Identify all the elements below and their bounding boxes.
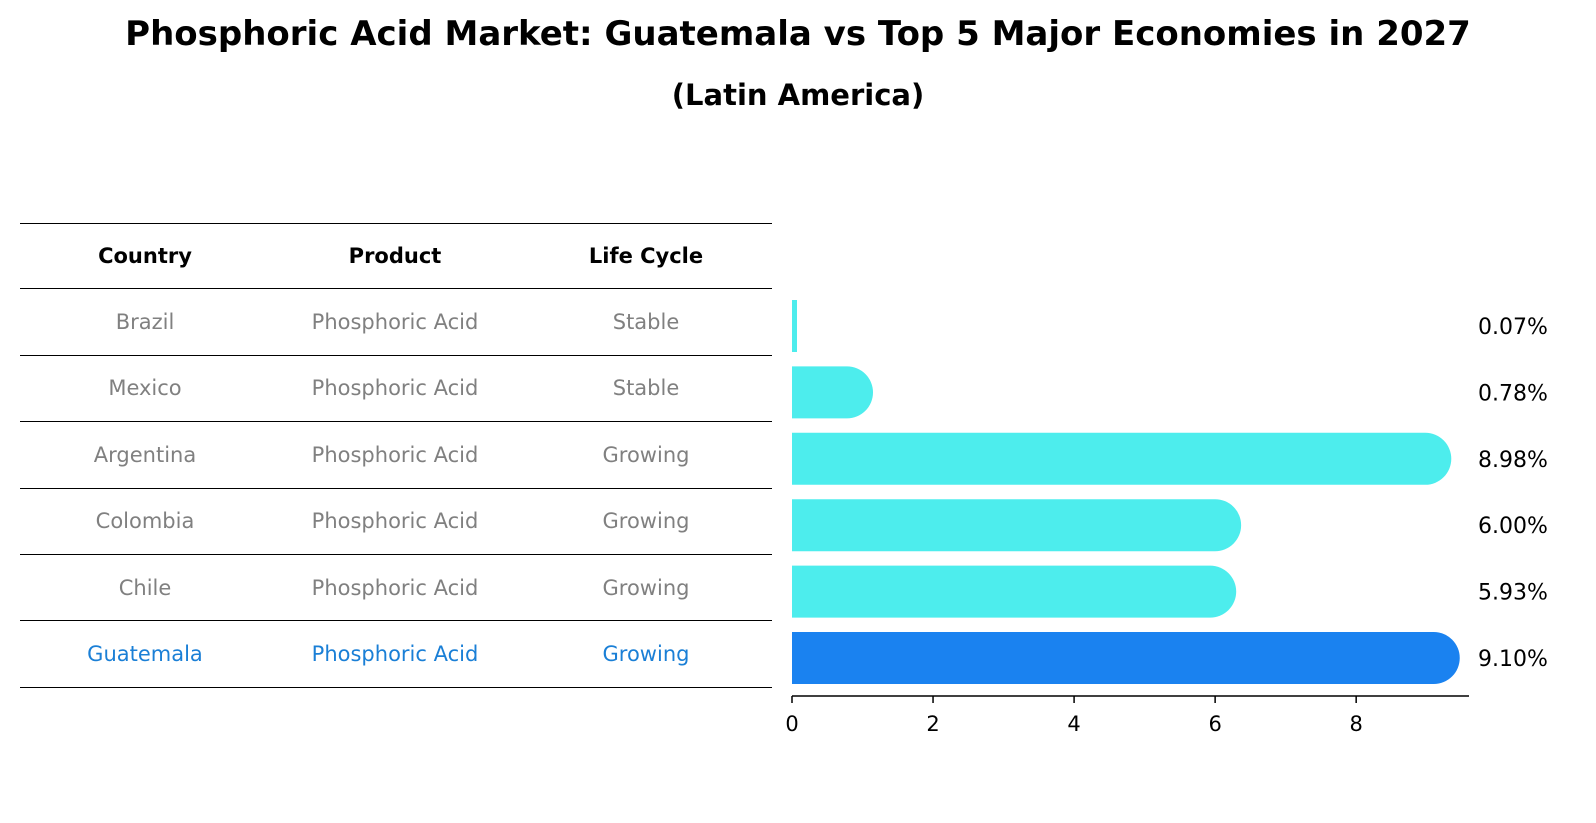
country-cell: Colombia	[95, 509, 195, 534]
x-tick-label: 8	[1349, 712, 1362, 736]
product-cell: Phosphoric Acid	[311, 642, 479, 667]
value-label: 5.93%	[1478, 581, 1548, 606]
table-row: Argentina Phosphoric Acid Growing	[20, 422, 772, 489]
value-label: 6.00%	[1478, 514, 1548, 539]
product-cell: Phosphoric Acid	[311, 509, 479, 534]
x-tick-label: 6	[1208, 712, 1221, 736]
bar	[792, 565, 1237, 618]
life-cycle-cell: Growing	[602, 509, 690, 534]
life-cycle-cell: Stable	[612, 376, 680, 401]
bar	[792, 366, 874, 419]
bar	[792, 432, 1452, 485]
table-row-highlight: Guatemala Phosphoric Acid Growing	[20, 621, 772, 688]
value-label: 8.98%	[1478, 448, 1548, 473]
x-tick-label: 0	[785, 712, 798, 736]
bar-highlight	[792, 632, 1460, 684]
header-country: Country	[98, 244, 192, 269]
value-label: 9.10%	[1478, 647, 1548, 672]
country-cell: Guatemala	[87, 642, 203, 667]
product-cell: Phosphoric Acid	[311, 376, 479, 401]
data-table: Country Product Life Cycle Brazil Phosph…	[20, 223, 772, 688]
chart-subtitle: (Latin America)	[671, 78, 925, 112]
bar	[792, 300, 797, 352]
product-cell: Phosphoric Acid	[311, 442, 479, 467]
country-cell: Argentina	[93, 442, 197, 467]
header-product: Product	[348, 244, 442, 269]
table-row: Chile Phosphoric Acid Growing	[20, 555, 772, 622]
chart-title: Phosphoric Acid Market: Guatemala vs Top…	[125, 14, 1471, 54]
header-life-cycle: Life Cycle	[588, 244, 704, 269]
product-cell: Phosphoric Acid	[311, 575, 479, 600]
table-header-row: Country Product Life Cycle	[20, 223, 772, 290]
life-cycle-cell: Growing	[602, 642, 690, 667]
table-row: Brazil Phosphoric Acid Stable	[20, 289, 772, 356]
country-cell: Brazil	[115, 310, 175, 335]
life-cycle-cell: Growing	[602, 442, 690, 467]
x-tick-label: 4	[1067, 712, 1080, 736]
country-cell: Chile	[118, 575, 172, 600]
table-row: Colombia Phosphoric Acid Growing	[20, 489, 772, 555]
value-label: 0.07%	[1478, 315, 1548, 340]
country-cell: Mexico	[108, 376, 182, 401]
product-cell: Phosphoric Acid	[311, 310, 479, 335]
bar	[792, 499, 1242, 552]
table-row: Mexico Phosphoric Acid Stable	[20, 356, 772, 423]
x-tick-label: 2	[926, 712, 939, 736]
value-label: 0.78%	[1478, 381, 1548, 406]
life-cycle-cell: Growing	[602, 575, 690, 600]
life-cycle-cell: Stable	[612, 310, 680, 335]
